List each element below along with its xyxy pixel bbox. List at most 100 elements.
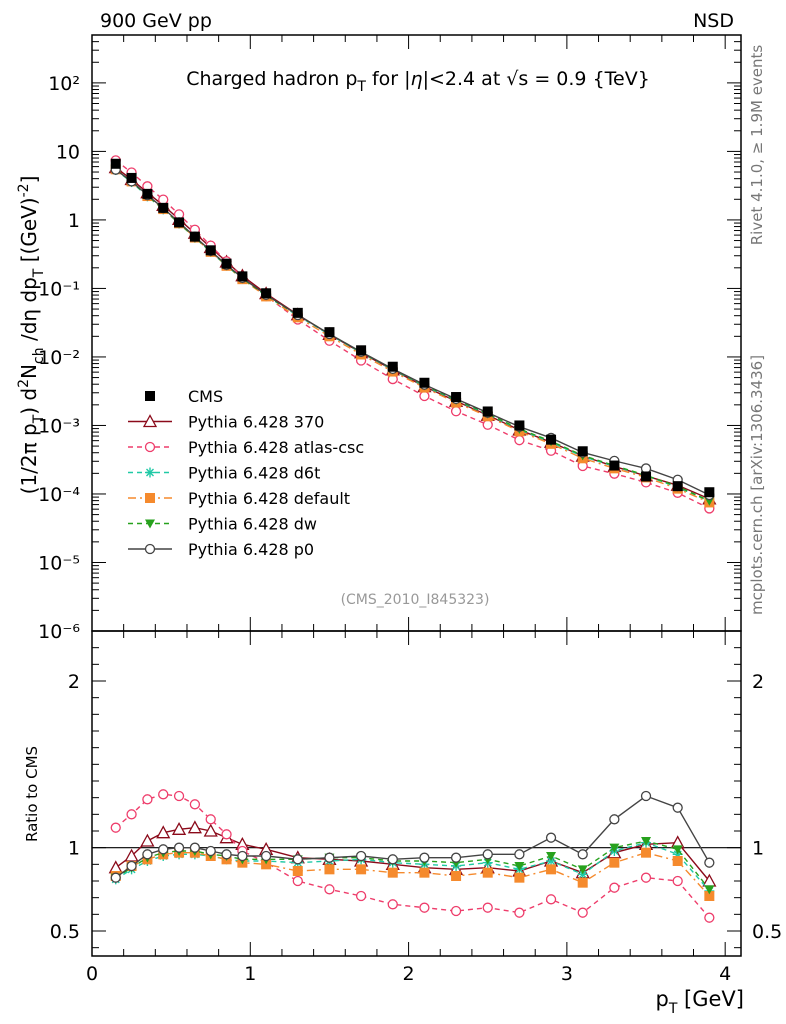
ratio-point [451,871,462,881]
ratio-point [173,842,185,853]
ratio-point [450,905,462,917]
y-tick-label: 10⁻¹ [38,278,80,300]
ratio-point [704,885,715,895]
legend-entry: Pythia 6.428 370 [128,413,324,432]
ratio-point [577,849,588,860]
x-tick-label: 0 [86,963,98,985]
ratio-point [324,852,335,863]
cms-data-point [174,217,185,228]
legend-label: Pythia 6.428 dw [188,515,317,534]
y-tick-label: 10⁻⁴ [38,484,80,506]
ratio-point [126,809,137,820]
ratio-point [173,790,185,802]
legend-entry: Pythia 6.428 default [128,489,350,508]
ratio-point [640,872,652,883]
legend-entry: Pythia 6.428 atlas-csc [128,438,364,457]
ratio-point [641,847,652,858]
ratio-point [640,790,652,802]
cms-data-point [205,245,216,256]
ratio-point [221,829,232,840]
ratio-point [609,857,620,868]
legend-marker [145,467,155,478]
series-point [450,406,462,417]
y-tick-label: 10⁻⁵ [38,552,80,574]
ratio-tick-label-right: 2 [752,671,764,693]
mcplots-label: mcplots.cern.ch [arXiv:1306.3436] [748,355,766,615]
ratio-point [577,877,588,888]
ratio-point [609,843,620,853]
ratio-point [419,902,430,913]
ratio-point [482,867,493,878]
cms-data-point [142,188,153,199]
ratio-point [158,789,169,800]
cms-data-point [514,420,525,431]
x-tick-label: 2 [403,963,415,985]
ratio-point [292,875,303,887]
header-right: NSD [693,10,734,32]
legend-marker [142,414,158,428]
ratio-point [355,890,367,902]
cms-data-point [292,307,303,318]
ratio-point [324,864,335,875]
cms-data-point [482,406,493,417]
ratio-point [672,802,683,813]
cms-data-point [641,471,652,482]
ratio-point [221,849,232,860]
ratio-tick-label: 2 [68,671,80,693]
cms-data-point [324,327,335,338]
legend-label: CMS [188,387,223,406]
ratio-point [419,852,430,863]
ratio-tick-label: 0.5 [50,921,80,943]
ratio-point [292,854,303,865]
ratio-tick-label-right: 0.5 [752,921,782,943]
ratio-point [142,794,153,805]
analysis-credit: (CMS_2010_I845323) [341,592,490,608]
legend-label: Pythia 6.428 370 [188,413,324,432]
ratio-point [387,867,398,878]
cms-data-point [419,377,430,388]
cms-data-point [237,271,248,282]
ratio-point [205,845,216,857]
ratio-point [110,872,121,883]
legend-marker [145,519,155,529]
cms-data-point [387,361,398,372]
ratio-point [205,814,216,825]
legend-marker [144,441,156,453]
ratio-point [514,862,525,871]
legend-label: Pythia 6.428 p0 [188,540,314,559]
ratio-point [156,825,171,839]
ratio-point [187,820,202,834]
ratio-point [672,856,683,866]
cms-data-point [451,392,462,403]
ratio-point [704,891,715,901]
ratio-point [704,857,715,868]
x-tick-label: 4 [719,963,731,985]
ratio-point [387,854,398,865]
cms-data-point [158,202,169,213]
ratio-point [110,822,121,833]
x-tick-label: 1 [244,963,256,985]
cms-data-point [110,158,121,169]
ratio-point [126,860,137,872]
cms-data-point [672,481,683,492]
ratio-point [545,832,557,843]
ratio-point [355,850,367,862]
ratio-data-layer [108,789,717,923]
ratio-tick-label: 1 [68,838,80,860]
legend-label: Pythia 6.428 default [188,489,350,508]
y-tick-label: 10⁻⁶ [38,621,80,643]
y-tick-label: 10⁻² [38,347,80,369]
y-tick-label: 10² [48,73,80,95]
cms-data-point [126,172,137,183]
ratio-point [514,872,525,883]
ratio-point [546,864,557,875]
ratio-point [237,850,248,862]
series-point [158,194,169,205]
cms-data-point [221,258,232,269]
legend-entry: Pythia 6.428 d6t [128,464,320,483]
legend-marker [144,543,156,555]
ratio-point [704,912,715,923]
ratio-plot-frame [91,630,742,957]
main-data-layer [108,155,717,514]
